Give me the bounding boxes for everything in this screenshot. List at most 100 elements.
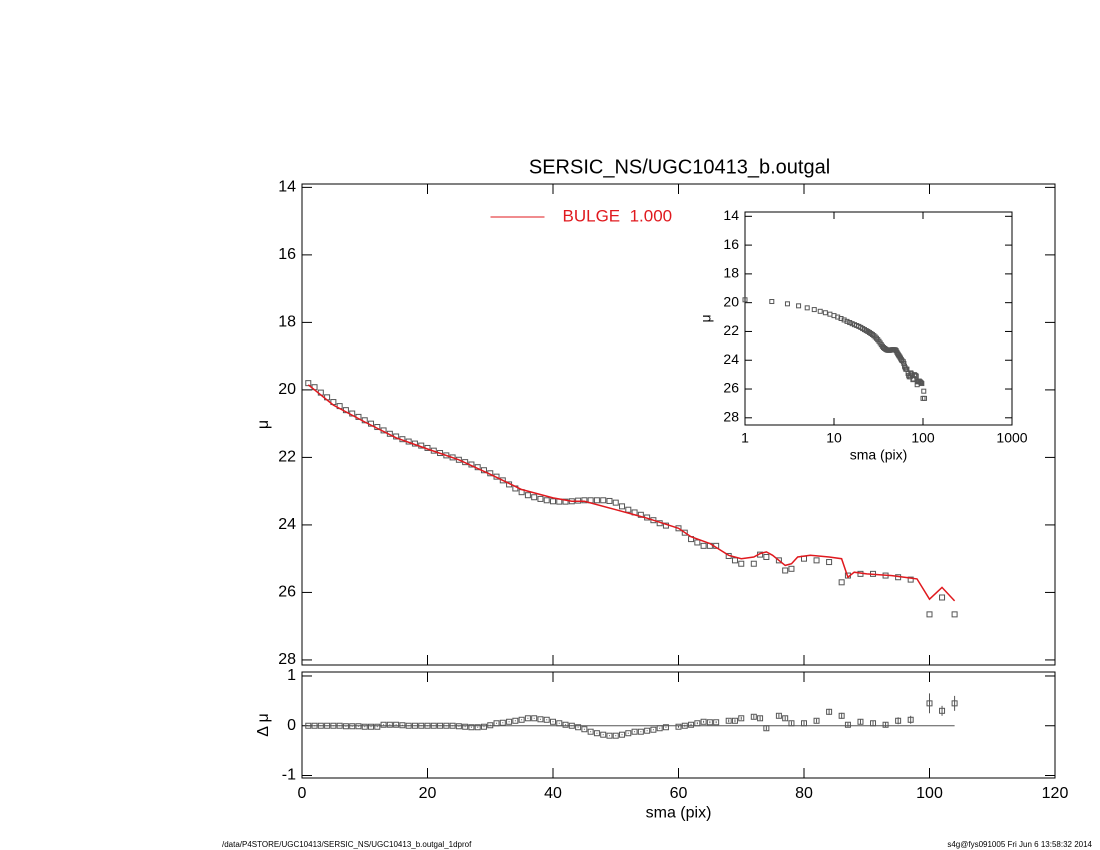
data-point (606, 497, 613, 504)
data-point (921, 388, 927, 394)
data-point (531, 715, 538, 722)
data-point (835, 314, 841, 320)
y-tick-label: 24 (723, 351, 739, 367)
data-point (784, 301, 790, 307)
y-tick-label: 28 (278, 651, 296, 668)
data-point (506, 718, 513, 725)
data-point (826, 559, 833, 566)
data-point (782, 567, 789, 574)
data-point (750, 713, 757, 720)
data-point (393, 721, 400, 728)
y-tick-label: 20 (723, 293, 739, 309)
data-point (822, 310, 828, 316)
data-point (430, 722, 437, 729)
data-point (317, 722, 324, 729)
data-point (575, 724, 582, 731)
model-line (307, 384, 956, 602)
x-tick-label: 100 (911, 430, 935, 446)
data-point (694, 720, 701, 727)
y-tick-label: 1 (287, 667, 296, 684)
data-point (951, 700, 958, 707)
y-axis-label: μ (255, 420, 272, 429)
data-point (738, 560, 745, 567)
data-point (913, 373, 919, 379)
data-point (907, 716, 914, 723)
data-point (713, 719, 720, 726)
plot-frame (301, 671, 1056, 779)
data-point (487, 722, 494, 729)
data-point (681, 529, 688, 536)
data-point (644, 727, 651, 734)
x-tick-label: 40 (544, 785, 562, 802)
data-point (512, 717, 519, 724)
data-point (474, 724, 481, 731)
data-point (355, 723, 362, 730)
data-point (775, 712, 782, 719)
data-point (796, 303, 802, 309)
data-point (455, 723, 462, 730)
y-axis-label: μ (698, 314, 714, 322)
data-point (926, 611, 933, 618)
data-point (524, 492, 531, 499)
data-point (788, 565, 795, 572)
data-point (531, 494, 538, 501)
data-point (763, 553, 770, 560)
data-point (826, 708, 833, 715)
data-point (951, 611, 958, 618)
data-point (349, 723, 356, 730)
data-point (750, 560, 757, 567)
data-point (838, 316, 844, 321)
y-tick-label: 26 (723, 380, 739, 396)
panel: 14 16 18 20 22 24 26 28 SERSIC_NS/UGC10413_b.out… (255, 156, 1056, 668)
data-point (468, 724, 475, 731)
data-point (788, 720, 795, 727)
data-point (581, 497, 588, 504)
x-tick-label: 10 (826, 430, 842, 446)
panel: 1 10 100 1000 14 16 18 20 22 24 26 28 sma (pix) μ (698, 207, 1028, 462)
data-point (619, 503, 626, 510)
data-point (757, 715, 764, 722)
x-axis-label: sma (pix) (850, 447, 908, 463)
data-point (922, 395, 928, 401)
data-point (662, 724, 669, 731)
data-point (443, 722, 450, 729)
y-tick-label: 18 (278, 314, 296, 331)
data-point (550, 498, 556, 505)
legend-label: BULGE 1.000 (563, 206, 673, 225)
data-point (919, 381, 925, 387)
data-point (462, 723, 469, 730)
data-point (330, 722, 337, 729)
data-point (437, 722, 444, 729)
data-point (769, 299, 775, 305)
data-point (399, 722, 406, 729)
data-point (480, 723, 487, 730)
data-point (368, 723, 375, 730)
x-tick-label: 120 (1042, 785, 1069, 802)
data-point (600, 497, 607, 504)
y-tick-label: 14 (723, 207, 739, 223)
data-point (449, 722, 456, 729)
data-point (731, 717, 738, 724)
x-tick-label: 100 (916, 785, 943, 802)
data-point (817, 308, 823, 314)
x-tick-label: 0 (298, 785, 307, 802)
data-point (694, 539, 701, 546)
x-axis-label: sma (pix) (646, 804, 712, 821)
data-point (518, 716, 525, 723)
data-point (631, 728, 638, 735)
x-tick-label: 1 (741, 430, 749, 446)
data-point (700, 542, 707, 549)
data-point (870, 720, 877, 727)
data-point (612, 499, 619, 506)
y-tick-label: 18 (723, 265, 739, 281)
data-point (612, 732, 619, 739)
data-point (811, 307, 817, 313)
data-point (801, 720, 807, 727)
data-point (838, 712, 845, 719)
data-point (342, 723, 349, 730)
data-point (872, 334, 878, 340)
data-point (782, 715, 789, 722)
data-point (593, 730, 600, 737)
data-point (424, 722, 431, 729)
